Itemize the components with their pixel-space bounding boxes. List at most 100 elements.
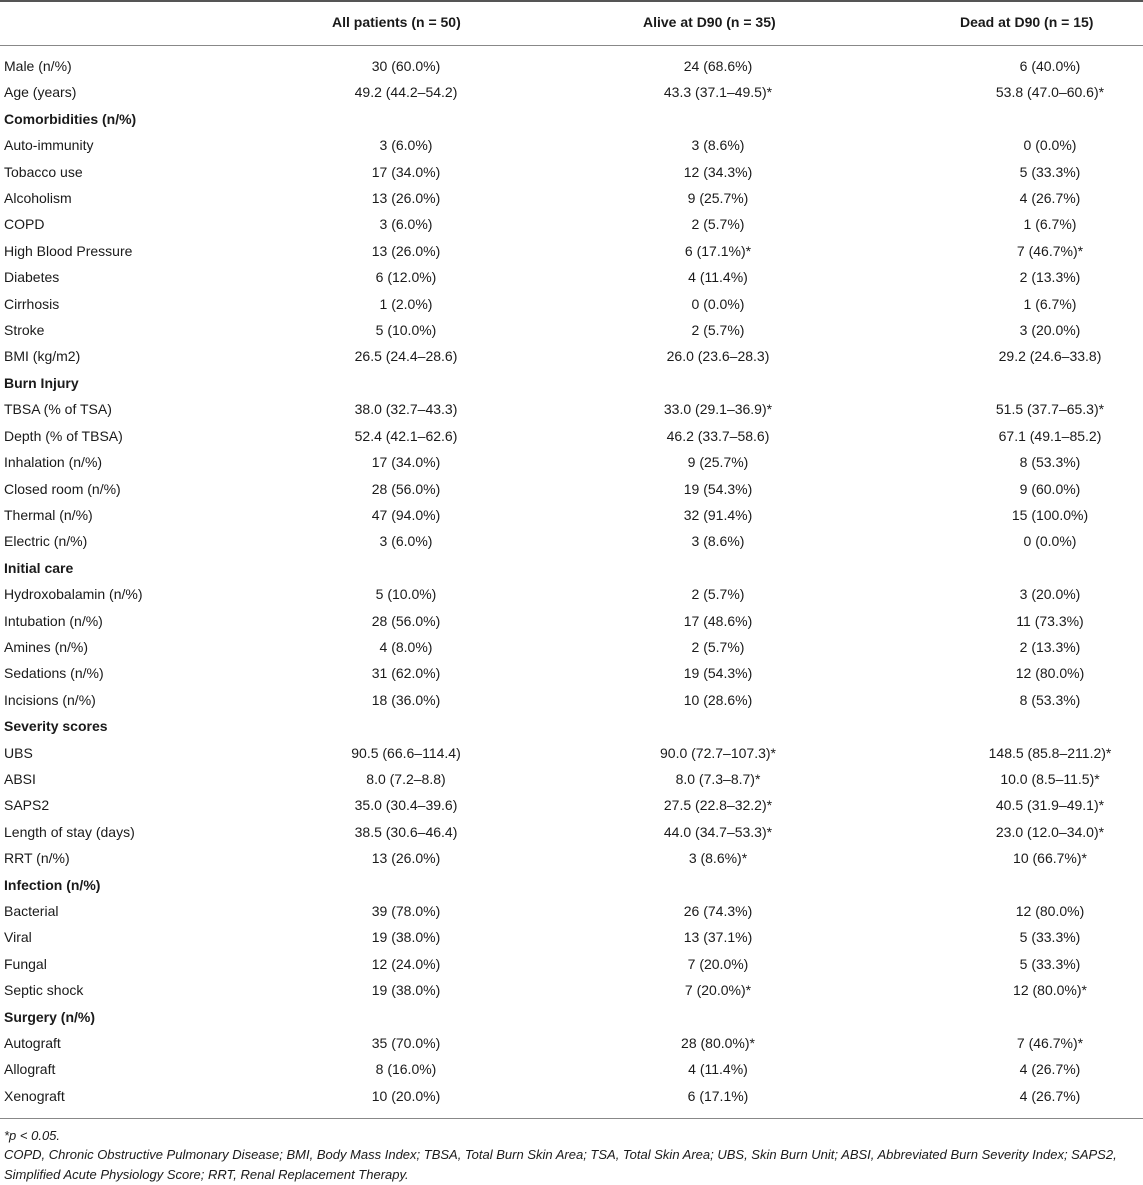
table-row: Hydroxobalamin (n/%) 5 (10.0%) 2 (5.7%) 3 (…	[0, 581, 1143, 607]
row-label: Age (years)	[4, 84, 77, 101]
table-body: Male (n/%) 30 (60.0%) 24 (68.6%) 6 (40.0%) A…	[0, 53, 1143, 1109]
row-label: High Blood Pressure	[4, 242, 133, 259]
cell-all: 4 (8.0%)	[379, 638, 433, 655]
cell-all: 8 (16.0%)	[375, 1061, 437, 1078]
row-label: Intubation (n/%)	[4, 612, 103, 629]
cell-dead: 2 (13.3%)	[1019, 269, 1081, 286]
row-label: Tobacco use	[4, 163, 83, 180]
cell-alive: 43.3 (37.1–49.5)*	[663, 84, 773, 101]
cell-all: 18 (36.0%)	[371, 691, 441, 708]
cell-dead: 3 (20.0%)	[1019, 322, 1081, 339]
cell-alive: 4 (11.4%)	[688, 1061, 748, 1078]
row-label: Incisions (n/%)	[4, 691, 96, 708]
cell-alive: 24 (68.6%)	[683, 58, 753, 74]
cell-all: 31 (62.0%)	[371, 665, 441, 682]
cell-alive: 19 (54.3%)	[683, 665, 753, 682]
header-all-patients: All patients (n = 50)	[332, 14, 461, 30]
row-label: Viral	[4, 929, 32, 946]
table-row: COPD 3 (6.0%) 2 (5.7%) 1 (6.7%)	[0, 211, 1143, 237]
cell-alive: 10 (28.6%)	[683, 691, 753, 708]
table-row: Cirrhosis 1 (2.0%) 0 (0.0%) 1 (6.7%)	[0, 291, 1143, 317]
row-label: Severity scores	[4, 718, 108, 735]
table-row: Closed room (n/%) 28 (56.0%) 19 (54.3%) 9 (…	[0, 476, 1143, 502]
row-label: Allograft	[4, 1061, 56, 1078]
row-label: Infection (n/%)	[4, 876, 101, 893]
row-label: Cirrhosis	[4, 295, 60, 312]
table-row: Viral 19 (38.0%) 13 (37.1%) 5 (33.3%)	[0, 924, 1143, 950]
cell-dead: 2 (13.3%)	[1019, 638, 1081, 655]
cell-all: 35.0 (30.4–39.6)	[354, 797, 458, 814]
cell-all: 38.0 (32.7–43.3)	[354, 401, 458, 418]
cell-all: 13 (26.0%)	[371, 850, 441, 867]
row-label: Diabetes	[4, 269, 60, 286]
table-row: Length of stay (days) 38.5 (30.6–46.4) 44.…	[0, 819, 1143, 845]
cell-alive: 6 (17.1%)*	[684, 242, 752, 259]
cell-dead: 0 (0.0%)	[1023, 137, 1077, 154]
cell-all: 13 (26.0%)	[371, 190, 441, 207]
cell-dead: 40.5 (31.9–49.1)*	[995, 797, 1105, 814]
cell-dead: 12 (80.0%)*	[1013, 982, 1087, 999]
table-row: Inhalation (n/%) 17 (34.0%) 9 (25.7%) 8 (53…	[0, 449, 1143, 475]
cell-all: 30 (60.0%)	[371, 58, 441, 74]
cell-all: 3 (6.0%)	[379, 137, 433, 154]
cell-alive: 3 (8.6%)	[691, 137, 745, 154]
cell-all: 5 (10.0%)	[375, 586, 437, 603]
cell-dead: 51.5 (37.7–65.3)*	[995, 401, 1105, 418]
row-label: Xenograft	[4, 1087, 65, 1104]
table-row: Auto-immunity 3 (6.0%) 3 (8.6%) 0 (0.0%)	[0, 132, 1143, 158]
header-alive-d90: Alive at D90 (n = 35)	[643, 14, 776, 30]
row-label: Fungal	[4, 955, 47, 972]
row-label: RRT (n/%)	[4, 850, 70, 867]
cell-dead: 67.1 (49.1–85.2)	[998, 427, 1102, 444]
table-footnotes: *p < 0.05. COPD, Chronic Obstructive Pul…	[4, 1126, 1143, 1184]
cell-dead: 8 (53.3%)	[1019, 454, 1081, 471]
section-header-row: Burn Injury	[0, 370, 1143, 396]
table-row: Intubation (n/%) 28 (56.0%) 17 (48.6%) 11 (…	[0, 608, 1143, 634]
cell-alive: 26 (74.3%)	[683, 903, 753, 919]
header-rule	[0, 45, 1143, 46]
row-label: TBSA (% of TSA)	[4, 401, 112, 418]
row-label: Autograft	[4, 1035, 61, 1052]
row-label: COPD	[4, 216, 45, 233]
row-label: SAPS2	[4, 797, 50, 814]
section-header-row: Severity scores	[0, 713, 1143, 739]
cell-alive: 7 (20.0%)*	[684, 982, 752, 999]
table-row: Xenograft 10 (20.0%) 6 (17.1%) 4 (26.7%)	[0, 1083, 1143, 1109]
row-label: Amines (n/%)	[4, 638, 89, 655]
cell-dead: 4 (26.7%)	[1019, 1087, 1081, 1104]
cell-alive: 2 (5.7%)	[691, 322, 745, 339]
table-row: Thermal (n/%) 47 (94.0%) 32 (91.4%) 15 (100…	[0, 502, 1143, 528]
cell-all: 39 (78.0%)	[371, 903, 441, 919]
cell-all: 1 (2.0%)	[379, 295, 433, 312]
cell-all: 90.5 (66.6–114.4)	[351, 744, 461, 761]
cell-dead: 5 (33.3%)	[1019, 163, 1081, 180]
section-header-row: Surgery (n/%)	[0, 1004, 1143, 1030]
row-label: Alcoholism	[4, 190, 72, 207]
cell-alive: 4 (11.4%)	[688, 269, 748, 286]
cell-all: 10 (20.0%)	[371, 1087, 441, 1104]
cell-dead: 3 (20.0%)	[1019, 586, 1081, 603]
table-row: UBS 90.5 (66.6–114.4) 90.0 (72.7–107.3)* 14…	[0, 740, 1143, 766]
table-header-row: All patients (n = 50) Alive at D90 (n = …	[0, 14, 1143, 34]
cell-dead: 1 (6.7%)	[1023, 216, 1077, 233]
cell-alive: 32 (91.4%)	[683, 506, 753, 523]
table-row: Age (years) 49.2 (44.2–54.2) 43.3 (37.1–49…	[0, 79, 1143, 105]
row-label: Depth (% of TBSA)	[4, 427, 123, 444]
cell-all: 3 (6.0%)	[379, 216, 433, 233]
cell-dead: 15 (100.0%)	[1011, 506, 1089, 523]
table-row: RRT (n/%) 13 (26.0%) 3 (8.6%)* 10 (66.7%)*	[0, 845, 1143, 871]
row-label: Hydroxobalamin (n/%)	[4, 586, 143, 603]
cell-all: 26.5 (24.4–28.6)	[354, 348, 458, 365]
cell-alive: 33.0 (29.1–36.9)*	[663, 401, 773, 418]
row-label: UBS	[4, 744, 33, 761]
cell-all: 52.4 (42.1–62.6)	[354, 427, 458, 444]
cell-alive: 9 (25.7%)	[687, 454, 749, 471]
cell-all: 19 (38.0%)	[371, 982, 441, 999]
cell-alive: 26.0 (23.6–28.3)	[666, 348, 770, 365]
table-row: Tobacco use 17 (34.0%) 12 (34.3%) 5 (33.3%)	[0, 159, 1143, 185]
cell-all: 28 (56.0%)	[371, 480, 441, 497]
cell-dead: 4 (26.7%)	[1019, 1061, 1081, 1078]
row-label: Male (n/%)	[4, 58, 72, 74]
cell-alive: 8.0 (7.3–8.7)*	[675, 770, 761, 787]
table-row: Depth (% of TBSA) 52.4 (42.1–62.6) 46.2 (3…	[0, 423, 1143, 449]
